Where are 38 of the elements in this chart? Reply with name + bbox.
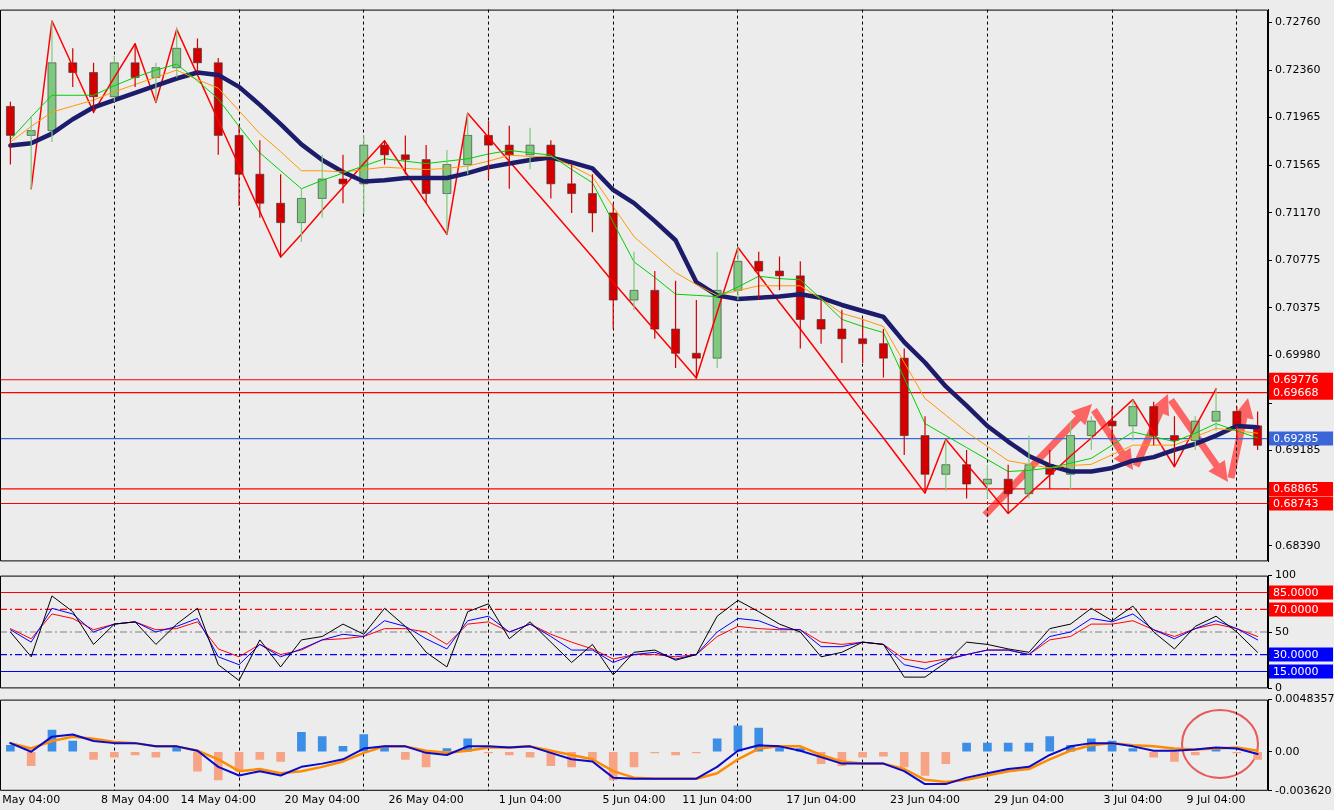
x-tick-label: 1 Jun 04:00	[498, 793, 562, 807]
y-tick-label: 0.68390	[1275, 538, 1321, 552]
x-tick-label: 3 Jul 04:00	[1103, 793, 1163, 807]
x-tick-label: 11 Jun 04:00	[682, 793, 753, 807]
y-tick-label: 0.69980	[1275, 348, 1321, 362]
ref-line-label: 85.0000	[1273, 585, 1319, 599]
y-tick-label: 0.71965	[1275, 110, 1321, 124]
x-tick-label: 8 May 04:00	[100, 793, 170, 807]
y-tick-label: 0.71565	[1275, 158, 1321, 172]
ref-line-label: 0.68743	[1273, 496, 1319, 510]
y-tick-label: 0.70775	[1275, 252, 1321, 266]
ref-line-label: 30.0000	[1273, 647, 1319, 661]
x-tick-label: 29 Jun 04:00	[994, 793, 1064, 807]
y-tick-label: 0.72760	[1275, 15, 1321, 29]
x-tick-label: 26 May 04:00	[388, 793, 464, 807]
y-tick-label: -0.003620	[1275, 783, 1332, 797]
ref-line-label: 0.69285	[1273, 431, 1319, 445]
y-tick-label: 0.72360	[1275, 62, 1321, 76]
ref-line-label: 15.0000	[1273, 664, 1319, 678]
y-tick-label: 0	[1275, 681, 1282, 695]
x-tick-label: 20 May 04:00	[284, 793, 360, 807]
x-tick-label: 17 Jun 04:00	[786, 793, 857, 807]
y-tick-label: 0.69185	[1275, 443, 1321, 457]
y-tick-label: 0.70375	[1275, 300, 1321, 314]
x-tick-label: 14 May 04:00	[180, 793, 256, 807]
y-tick-label: 0.0048357	[1275, 692, 1334, 706]
ref-line-label: 0.69668	[1273, 386, 1319, 400]
y-tick-label: 0.00	[1275, 744, 1300, 758]
y-tick-label: 50	[1275, 624, 1289, 638]
ref-line-label: 70.0000	[1273, 602, 1319, 616]
x-tick-label: 9 Jul 04:00	[1186, 793, 1246, 807]
y-tick-label: 100	[1275, 568, 1296, 582]
x-tick-label: 5 Jun 04:00	[602, 793, 666, 807]
y-tick-label: 0.71170	[1275, 205, 1321, 219]
x-tick-label: May 04:00	[2, 793, 61, 807]
ref-line-label: 0.69776	[1273, 373, 1319, 387]
ref-line-label: 0.68865	[1273, 482, 1319, 496]
x-tick-label: 23 Jun 04:00	[890, 793, 960, 807]
